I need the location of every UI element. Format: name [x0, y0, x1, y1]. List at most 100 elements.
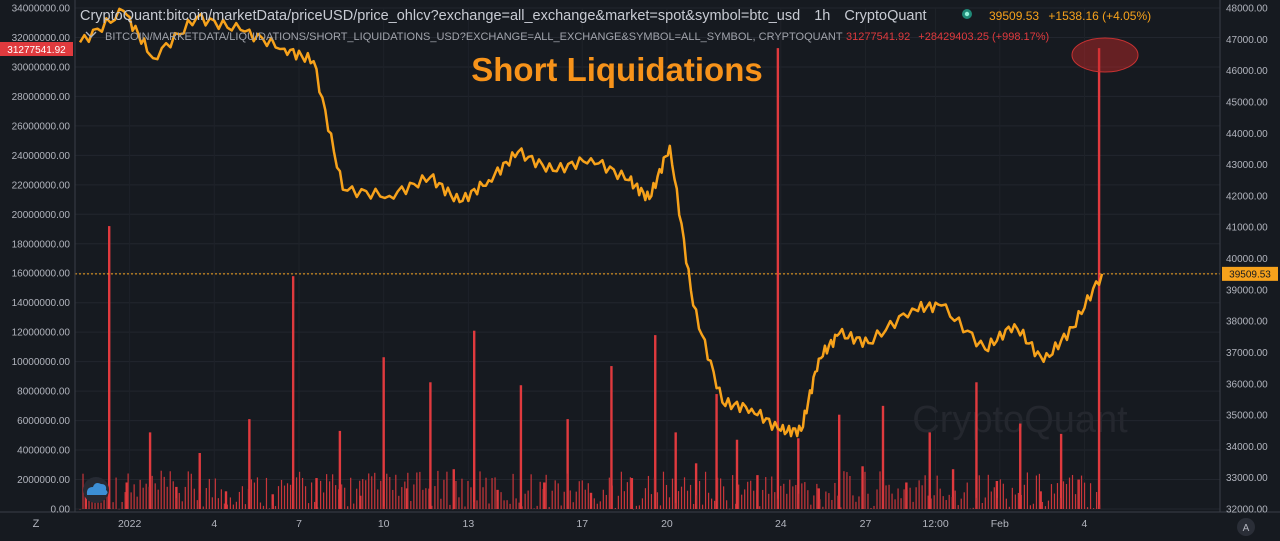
liquidation-bar	[951, 469, 955, 509]
collapse-chevron-icon[interactable]	[85, 31, 97, 38]
liquidation-noise-bar	[738, 484, 740, 509]
left-tick-label: 22000000.00	[12, 180, 71, 191]
liquidation-bar	[84, 491, 88, 509]
liquidation-noise-bar	[789, 479, 791, 509]
liquidation-noise-bar	[449, 504, 451, 509]
liquidation-noise-bar	[1065, 483, 1068, 509]
x-axis-ticks[interactable]: 2022 4 7 10 13 17 20 24 27 12:00 Feb 4	[118, 518, 1088, 530]
liquidation-noise-bar	[244, 504, 247, 509]
liquidation-noise-bar	[933, 495, 935, 509]
liquidation-bars	[79, 48, 1101, 510]
liquidation-noise-bar	[750, 480, 752, 509]
scroll-to-end-button[interactable]: A	[1237, 518, 1255, 536]
liquidation-bar	[271, 494, 274, 509]
liquidation-noise-bar	[930, 498, 932, 509]
liquidation-noise-bar	[662, 471, 665, 509]
liquidation-noise-bar	[909, 487, 911, 509]
scroll-button-label[interactable]: A	[1243, 523, 1250, 534]
liquidation-noise-bar	[647, 475, 650, 509]
zoom-button[interactable]: Z	[33, 518, 40, 530]
liquidation-noise-bar	[548, 507, 550, 509]
x-tick-label: 7	[296, 518, 302, 530]
liquidation-noise-bar	[942, 496, 944, 509]
liquidation-noise-bar	[1011, 487, 1013, 509]
liquidation-noise-bar	[359, 480, 361, 509]
liquidation-noise-bar	[614, 507, 616, 509]
cloud-icon[interactable]	[83, 477, 109, 503]
liquidation-bar	[543, 482, 546, 509]
liquidation-bar	[405, 488, 409, 509]
legend-sub-series[interactable]: BITCOIN/MARKETDATA/LIQUIDATIONS/SHORT_LI…	[85, 31, 1049, 43]
interval-label[interactable]: 1h	[814, 8, 830, 24]
liquidation-bar	[496, 489, 499, 509]
liquidation-noise-bar	[1056, 483, 1059, 509]
liquidation-noise-bar	[211, 497, 213, 509]
x-tick-label: 2022	[118, 518, 142, 530]
liquidation-noise-bar	[1026, 472, 1028, 509]
liquidation-noise-bar	[437, 470, 439, 509]
liquidation-noise-bar	[1017, 492, 1019, 509]
liquidation-noise-bar	[975, 497, 977, 509]
liquidation-noise-bar	[434, 486, 436, 509]
liquidation-noise-bar	[154, 483, 156, 509]
liquidation-noise-bar	[310, 482, 313, 509]
liquidation-noise-bar	[924, 475, 926, 509]
liquidation-noise-bar	[780, 485, 782, 509]
liquidation-noise-bar	[524, 493, 526, 509]
liquidation-noise-bar	[620, 471, 622, 509]
liquidation-noise-bar	[888, 484, 890, 509]
liquidation-bar	[797, 438, 800, 509]
right-tick-label: 42000.00	[1226, 191, 1268, 202]
liquidation-noise-bar	[665, 484, 668, 509]
liquidation-noise-bar	[707, 492, 710, 509]
right-axis-ticks[interactable]: 48000.00 47000.00 46000.00 45000.00 44000.00…	[1226, 4, 1268, 516]
liquidation-noise-bar	[181, 501, 183, 509]
liquidation-noise-bar	[271, 505, 274, 509]
left-tick-label: 12000000.00	[12, 328, 71, 339]
scroll-button-background[interactable]	[1237, 518, 1255, 536]
main-change-value: +1538.16 (+4.05%)	[1048, 9, 1151, 23]
liquidation-noise-bar	[371, 476, 373, 509]
liquidation-noise-bar	[398, 495, 400, 509]
liquidation-noise-bar	[831, 499, 833, 509]
liquidation-noise-bar	[515, 498, 517, 509]
liquidation-noise-bar	[650, 494, 653, 509]
liquidation-noise-bar	[253, 482, 256, 509]
liquidation-noise-bar	[683, 477, 686, 509]
x-tick-label: 27	[860, 518, 872, 530]
liquidation-noise-bar	[741, 494, 743, 509]
liquidation-noise-bar	[446, 471, 448, 509]
liquidation-noise-bar	[918, 480, 920, 509]
liquidation-noise-bar	[846, 472, 848, 509]
right-tick-label: 41000.00	[1226, 223, 1268, 234]
provider-label: CryptoQuant	[844, 8, 926, 24]
x-tick-label: 17	[576, 518, 588, 530]
liquidation-noise-bar	[419, 471, 421, 509]
liquidation-noise-bar	[894, 499, 896, 509]
x-tick-label: Feb	[991, 518, 1009, 530]
liquidation-noise-bar	[599, 501, 601, 509]
liquidation-noise-bar	[551, 490, 553, 509]
liquidation-noise-bar	[710, 498, 713, 509]
liquidation-noise-bar	[148, 486, 150, 509]
liquidation-bar	[589, 492, 593, 509]
liquidation-noise-bar	[954, 490, 956, 509]
liquidation-noise-bar	[714, 500, 716, 509]
left-axis-ticks[interactable]: 34000000.00 32000000.00 30000000.00 2800000…	[12, 4, 71, 516]
liquidation-bar	[756, 475, 759, 509]
liquidation-noise-bar	[623, 491, 625, 509]
liquidation-noise-bar	[581, 480, 583, 509]
liquidation-noise-bar	[295, 477, 298, 509]
liquidation-noise-bar	[539, 481, 541, 509]
zoom-button-label[interactable]: Z	[33, 518, 40, 530]
liquidation-noise-bar	[238, 491, 241, 509]
liquidation-noise-bar	[301, 477, 304, 509]
legend-main-series[interactable]: CryptoQuant:bitcoin/marketData/priceUSD/…	[80, 8, 1151, 24]
liquidation-bar	[566, 419, 569, 509]
right-tick-label: 39000.00	[1226, 285, 1268, 296]
liquidation-noise-bar	[491, 478, 493, 509]
liquidation-noise-bar	[864, 471, 866, 509]
left-badge-background	[0, 42, 73, 56]
price-line	[78, 7, 1104, 438]
